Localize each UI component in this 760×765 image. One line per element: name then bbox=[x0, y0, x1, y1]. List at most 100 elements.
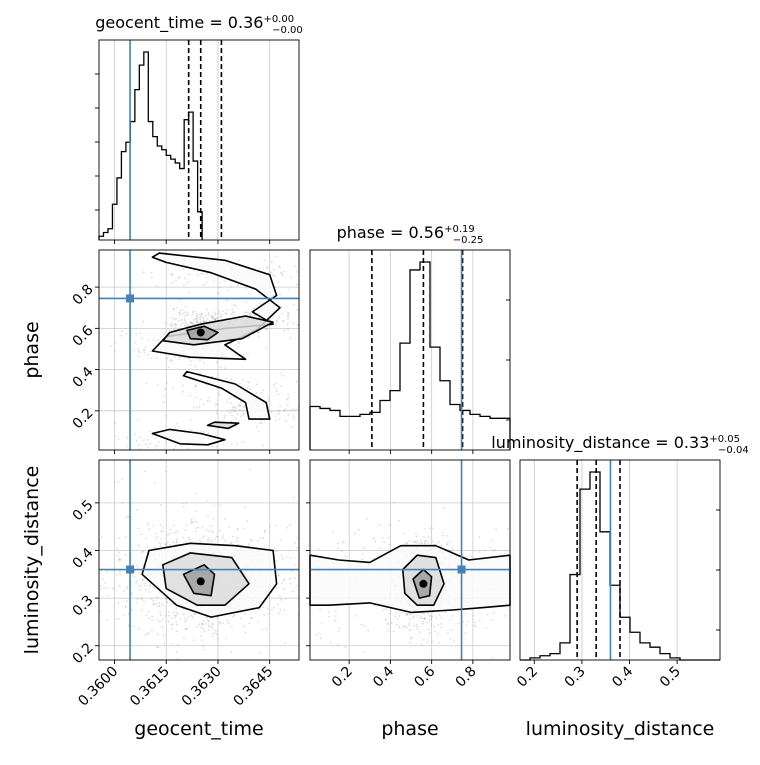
pair-geocent_time-phase-point bbox=[175, 318, 177, 320]
pair-phase-luminosity_distance-point bbox=[466, 620, 469, 623]
pair-geocent_time-luminosity_distance-point bbox=[275, 560, 278, 563]
pair-phase-luminosity_distance-point bbox=[362, 547, 365, 550]
pair-geocent_time-phase-point bbox=[218, 310, 221, 312]
pair-geocent_time-luminosity_distance-point bbox=[155, 535, 158, 538]
pair-geocent_time-phase-point bbox=[231, 311, 234, 313]
pair-phase-luminosity_distance-point bbox=[423, 618, 426, 620]
pair-geocent_time-luminosity_distance-density-peak bbox=[196, 577, 205, 586]
pair-geocent_time-luminosity_distance-point bbox=[146, 523, 149, 526]
pair-geocent_time-luminosity_distance-point bbox=[165, 544, 168, 547]
pair-geocent_time-luminosity_distance-point bbox=[118, 558, 121, 560]
pair-geocent_time-luminosity_distance-point bbox=[145, 588, 148, 591]
pair-geocent_time-phase-point bbox=[306, 343, 308, 345]
hist-luminosity_distance-grid bbox=[533, 460, 678, 660]
pair-geocent_time-luminosity_distance-point bbox=[116, 547, 119, 550]
hist-phase-title: phase = 0.56+0.19 −0.25 bbox=[337, 223, 484, 246]
pair-geocent_time-luminosity_distance-point bbox=[169, 532, 172, 535]
pair-geocent_time-phase-point bbox=[314, 305, 316, 307]
pair-geocent_time-phase-point bbox=[144, 347, 147, 349]
pair-geocent_time-phase-point bbox=[230, 443, 233, 446]
pair-phase-luminosity_distance-point bbox=[423, 639, 425, 641]
pair-geocent_time-luminosity_distance-point bbox=[111, 587, 114, 590]
pair-phase-luminosity_distance-point bbox=[374, 540, 376, 543]
pair-geocent_time-luminosity_distance-point bbox=[289, 524, 291, 526]
pair-geocent_time-phase-point bbox=[200, 313, 203, 316]
pair-geocent_time-phase-point bbox=[224, 415, 227, 417]
pair-phase-luminosity_distance-point bbox=[307, 565, 309, 567]
pair-geocent_time-luminosity_distance-point bbox=[211, 622, 214, 625]
pair-phase-luminosity_distance-point bbox=[388, 612, 391, 615]
pair-geocent_time-luminosity_distance-point bbox=[126, 585, 129, 588]
pair-geocent_time-luminosity_distance-point bbox=[267, 612, 270, 615]
pair-phase-luminosity_distance-point bbox=[308, 658, 310, 660]
pair-geocent_time-phase-point bbox=[147, 354, 150, 356]
pair-geocent_time-phase-point bbox=[242, 412, 245, 415]
pair-geocent_time-phase-point bbox=[321, 268, 323, 270]
pair-geocent_time-phase-point bbox=[226, 309, 229, 311]
pair-geocent_time-luminosity_distance-point bbox=[194, 613, 197, 616]
pair-geocent_time-phase-point bbox=[235, 442, 238, 445]
pair-geocent_time-luminosity_distance-point bbox=[275, 586, 277, 589]
pair-geocent_time-luminosity_distance-point bbox=[151, 629, 153, 631]
pair-geocent_time-phase-point bbox=[227, 299, 230, 302]
pair-geocent_time-luminosity_distance-point bbox=[93, 584, 95, 586]
pair-geocent_time-luminosity_distance-point bbox=[154, 533, 157, 535]
pair-geocent_time-phase-point bbox=[256, 425, 258, 428]
pair-phase-luminosity_distance-point bbox=[295, 589, 297, 591]
pair-geocent_time-phase-point bbox=[114, 422, 116, 425]
pair-geocent_time-luminosity_distance-point bbox=[182, 505, 185, 508]
hist-geocent_time-title-text: geocent_time = 0.36 bbox=[95, 13, 263, 33]
pair-geocent_time-phase-point bbox=[171, 282, 174, 284]
pair-geocent_time-phase-point bbox=[287, 315, 290, 318]
pair-geocent_time-luminosity_distance-point bbox=[185, 619, 188, 622]
pair-phase-luminosity_distance-point bbox=[700, 539, 702, 541]
pair-geocent_time-phase-point bbox=[287, 394, 289, 396]
pair-phase-luminosity_distance-point bbox=[338, 627, 341, 629]
pair-geocent_time-luminosity_distance-point bbox=[91, 613, 93, 615]
pair-geocent_time-phase-point bbox=[163, 332, 166, 335]
pair-geocent_time-luminosity_distance-point bbox=[103, 587, 105, 589]
pair-geocent_time-phase-point bbox=[281, 274, 284, 277]
pair-phase-luminosity_distance-point bbox=[414, 540, 416, 543]
pair-geocent_time-phase-point bbox=[232, 406, 235, 409]
pair-geocent_time-luminosity_distance-point bbox=[102, 578, 104, 580]
pair-geocent_time-luminosity_distance-point bbox=[147, 521, 150, 524]
pair-geocent_time-phase-point bbox=[199, 360, 201, 362]
pair-phase-luminosity_distance-point bbox=[548, 553, 550, 555]
pair-geocent_time-phase-point bbox=[274, 415, 277, 417]
pair-geocent_time-phase-point bbox=[203, 321, 206, 323]
pair-phase-luminosity_distance-point bbox=[140, 583, 142, 585]
pair-geocent_time-luminosity_distance-point bbox=[268, 524, 271, 527]
pair-phase-luminosity_distance-point bbox=[419, 631, 421, 634]
pair-geocent_time-phase-point bbox=[281, 312, 284, 315]
pair-phase-luminosity_distance-point bbox=[398, 520, 400, 522]
pair-geocent_time-luminosity_distance-point bbox=[161, 603, 164, 606]
pair-geocent_time-phase-point bbox=[149, 350, 151, 353]
pair-phase-luminosity_distance-point bbox=[416, 615, 419, 617]
pair-phase-luminosity_distance-point bbox=[437, 624, 440, 626]
pair-geocent_time-luminosity_distance-point bbox=[140, 673, 142, 675]
pair-geocent_time-luminosity_distance-point bbox=[187, 536, 190, 539]
pair-geocent_time-luminosity_distance-point bbox=[202, 619, 205, 622]
pair-phase-luminosity_distance-density-peak bbox=[419, 579, 428, 588]
pair-geocent_time-luminosity_distance-point bbox=[174, 616, 177, 619]
pair-phase-luminosity_distance-point bbox=[430, 618, 433, 621]
pair-geocent_time-luminosity_distance-point bbox=[163, 642, 166, 645]
pair-phase-luminosity_distance-point bbox=[344, 646, 347, 649]
pair-geocent_time-luminosity_distance-point bbox=[139, 589, 141, 591]
pair-geocent_time-phase-point bbox=[184, 277, 187, 280]
pair-geocent_time-luminosity_distance-point bbox=[170, 617, 173, 619]
pair-geocent_time-phase-point bbox=[174, 322, 177, 325]
pair-geocent_time-phase-point bbox=[165, 440, 167, 443]
pair-geocent_time-phase-point bbox=[300, 276, 302, 278]
pair-geocent_time-luminosity_distance-point bbox=[301, 569, 303, 571]
pair-phase-luminosity_distance-point bbox=[402, 626, 405, 628]
pair-geocent_time-phase-point bbox=[172, 308, 175, 310]
pair-geocent_time-phase-point bbox=[296, 323, 299, 326]
pair-geocent_time-luminosity_distance-point bbox=[200, 540, 203, 543]
pair-geocent_time-phase-point bbox=[282, 320, 285, 322]
pair-geocent_time-luminosity_distance-point bbox=[205, 529, 208, 531]
pair-geocent_time-phase-point bbox=[155, 357, 158, 360]
pair-geocent_time-luminosity_distance-point bbox=[284, 642, 286, 644]
pair-geocent_time-luminosity_distance-point bbox=[127, 624, 130, 627]
